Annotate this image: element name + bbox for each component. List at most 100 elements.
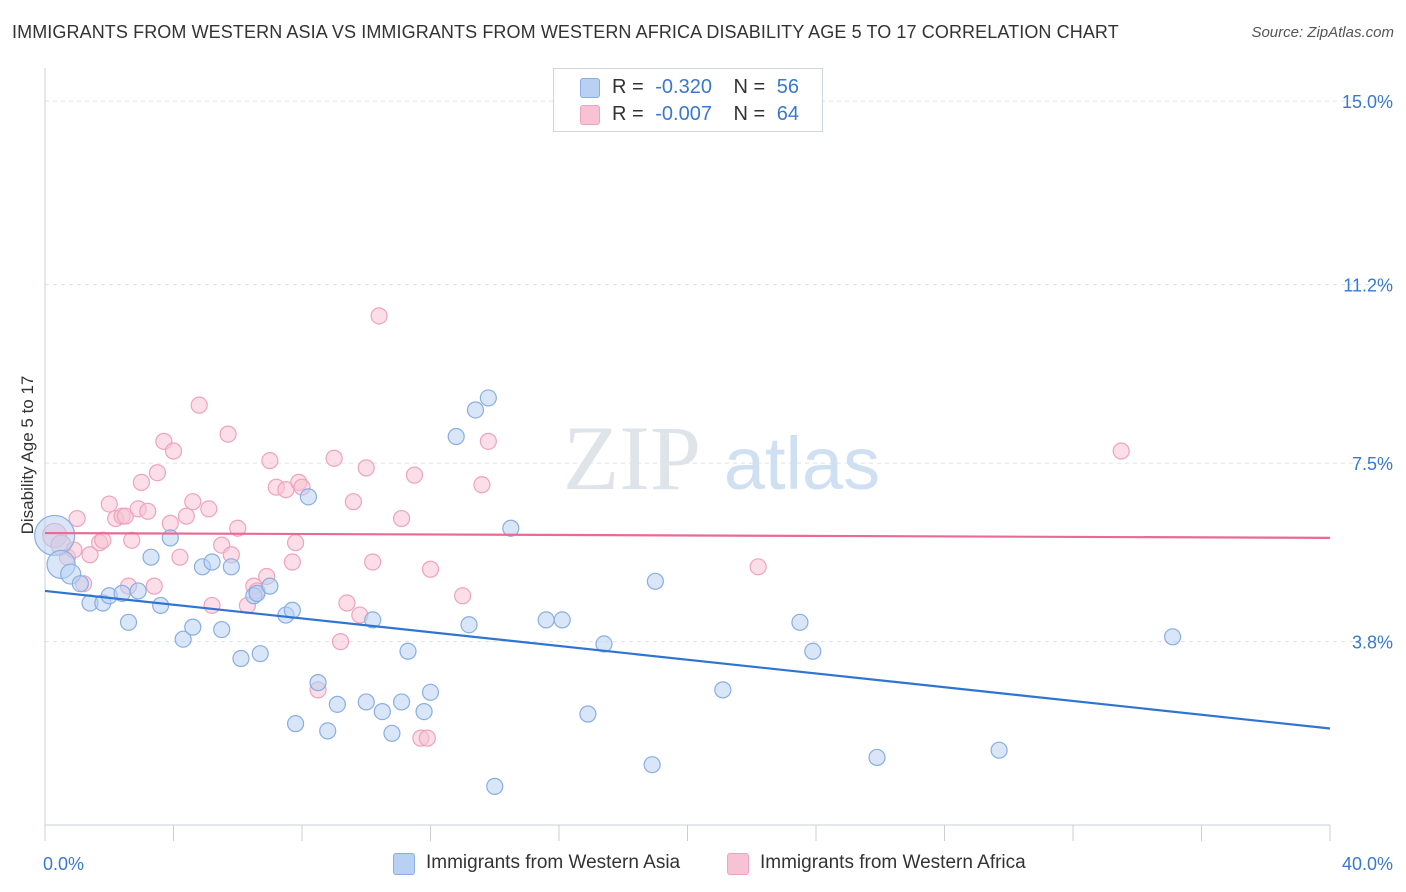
trend-line-western-africa [44, 531, 1331, 539]
western-africa-point [344, 493, 362, 511]
western-asia-point [213, 620, 231, 639]
western-asia-point [222, 558, 240, 576]
western-africa-point [148, 464, 167, 482]
watermark: ZIP atlas [563, 407, 880, 509]
western-africa-point [171, 548, 189, 566]
western-asia-point [1163, 628, 1182, 646]
legend-n-value: 64 [776, 103, 800, 125]
source-label: Source: ZipAtlas.com [1251, 24, 1394, 41]
western-asia-point [466, 401, 485, 419]
western-asia-point [714, 681, 732, 699]
western-asia-point [261, 577, 279, 595]
western-africa-point [370, 307, 388, 325]
legend-swatch-pink [580, 105, 600, 125]
axes [44, 68, 1331, 841]
western-asia-point [309, 674, 327, 692]
trend-line-western-asia [44, 589, 1331, 730]
legend-n-value: 56 [776, 76, 800, 98]
western-asia-point [319, 722, 337, 740]
western-africa-point [190, 396, 208, 414]
western-africa-point [219, 425, 237, 443]
watermark-atlas: atlas [724, 422, 880, 505]
western-asia-point [502, 519, 520, 537]
legend-n-label: N = [733, 76, 766, 98]
y-axis-label: Disability Age 5 to 17 [18, 376, 37, 535]
western-asia-point [328, 695, 346, 713]
western-africa-point [331, 633, 350, 651]
western-africa-point [418, 729, 436, 747]
western-africa-point [283, 553, 301, 571]
western-asia-point [299, 488, 318, 506]
western-asia-point [415, 702, 433, 721]
western-asia-point [579, 705, 597, 723]
western-africa-point [200, 500, 218, 518]
grid-lines [45, 100, 1392, 643]
western-asia-point [646, 572, 664, 590]
western-africa-point [479, 432, 497, 450]
western-asia-point [129, 582, 147, 600]
western-africa-point [286, 534, 305, 552]
bottom-legend-label: Immigrants from Western Asia [426, 852, 681, 873]
western-africa-point [421, 560, 440, 578]
western-asia-point [486, 777, 504, 795]
western-asia-point [203, 553, 221, 571]
western-asia-point [990, 741, 1008, 759]
chart-title: IMMIGRANTS FROM WESTERN ASIA VS IMMIGRAN… [12, 22, 1119, 42]
western-africa-point [139, 502, 157, 520]
legend-n-label: N = [733, 103, 766, 125]
x-tick-label-max: 40.0% [1342, 854, 1393, 874]
western-africa-point [749, 558, 767, 576]
western-africa-point [405, 466, 424, 484]
trend-lines [44, 531, 1331, 730]
western-asia-point [142, 548, 160, 566]
western-asia-point [161, 529, 179, 547]
western-africa-point [392, 509, 411, 528]
western-asia-point [804, 642, 822, 660]
western-asia-point [71, 575, 89, 593]
western-asia-point [553, 611, 571, 629]
western-africa-point [94, 531, 112, 549]
y-tick-label: 3.8% [1352, 633, 1393, 653]
y-tick-label: 7.5% [1352, 454, 1393, 474]
legend-r-value: -0.007 [655, 103, 712, 125]
bottom-legend-swatch-pink [727, 853, 749, 875]
western-asia-point [537, 611, 555, 629]
western-africa-point [229, 519, 247, 537]
y-tick-label: 15.0% [1342, 92, 1393, 112]
western-africa-point [473, 476, 491, 494]
western-africa-point [261, 452, 279, 470]
western-africa-point [100, 495, 118, 513]
western-africa-point [1112, 442, 1130, 460]
y-tick-label: 11.2% [1343, 276, 1393, 296]
western-asia-point [399, 642, 417, 660]
western-asia-point [868, 748, 886, 767]
correlation-legend: R = -0.320 N = 56 R = -0.007 N = 64 [553, 68, 823, 132]
western-asia-point [421, 683, 440, 701]
western-africa-point [161, 514, 179, 532]
western-asia-point [119, 613, 138, 631]
western-asia-point [357, 693, 375, 711]
western-africa-point [132, 473, 150, 491]
western-asia-point [595, 635, 613, 653]
western-africa-point [454, 587, 472, 605]
western-asia-point [34, 514, 76, 557]
western-asia-point [479, 389, 497, 407]
western-asia-point [791, 613, 809, 631]
x-tick-labels: 0.0% 40.0% [43, 854, 1393, 874]
series-western-africa-points [42, 307, 1130, 747]
western-asia-point [460, 616, 478, 634]
bottom-legend-swatch-blue [393, 853, 415, 875]
western-africa-point [203, 596, 221, 615]
western-africa-point [164, 442, 183, 460]
western-africa-point [116, 507, 134, 525]
western-asia-point [174, 630, 192, 648]
western-asia-point [152, 596, 170, 615]
western-asia-point [383, 724, 401, 742]
y-tick-labels: 3.8% 7.5% 11.2% 15.0% [1342, 92, 1393, 652]
western-asia-point [447, 427, 465, 446]
watermark-zip: ZIP [563, 407, 701, 509]
western-asia-point [251, 645, 269, 663]
bottom-legend-label: Immigrants from Western Africa [760, 852, 1026, 873]
western-asia-point [286, 715, 305, 733]
